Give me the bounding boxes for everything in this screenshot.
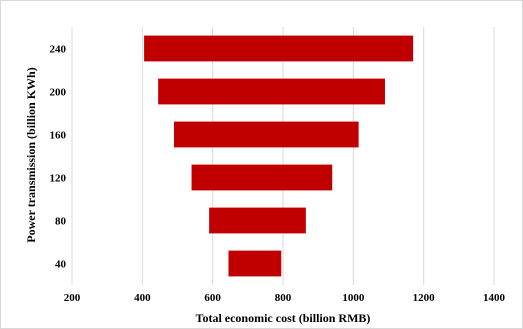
y-tick-labels: 40 80 120 160 200 240 <box>50 44 67 271</box>
y-tick-label: 240 <box>50 44 67 56</box>
y-tick-label: 200 <box>50 87 67 99</box>
x-tick-label: 600 <box>204 292 221 304</box>
bar-200 <box>158 78 385 105</box>
x-tick-label: 400 <box>134 292 151 304</box>
x-axis-title: Total economic cost (billion RMB) <box>196 311 371 325</box>
x-tick-label: 1200 <box>413 292 436 304</box>
bar-120 <box>191 164 333 191</box>
y-tick-label: 40 <box>55 259 67 271</box>
bar-240 <box>144 35 414 62</box>
bar-80 <box>209 207 306 234</box>
x-tick-label: 1000 <box>342 292 365 304</box>
x-tick-label: 800 <box>275 292 292 304</box>
x-tick-label: 200 <box>64 292 81 304</box>
y-tick-label: 160 <box>50 130 67 142</box>
y-tick-label: 80 <box>55 216 67 228</box>
y-axis-title: Power transmission (billion KWh) <box>24 67 38 242</box>
y-tick-label: 120 <box>50 173 67 185</box>
x-tick-labels: 200 400 600 800 1000 1200 1400 <box>64 292 506 304</box>
bar-160 <box>173 121 359 148</box>
gridlines <box>71 27 495 285</box>
bar-40 <box>228 250 282 277</box>
bars <box>144 35 414 277</box>
x-tick-label: 1400 <box>483 292 506 304</box>
